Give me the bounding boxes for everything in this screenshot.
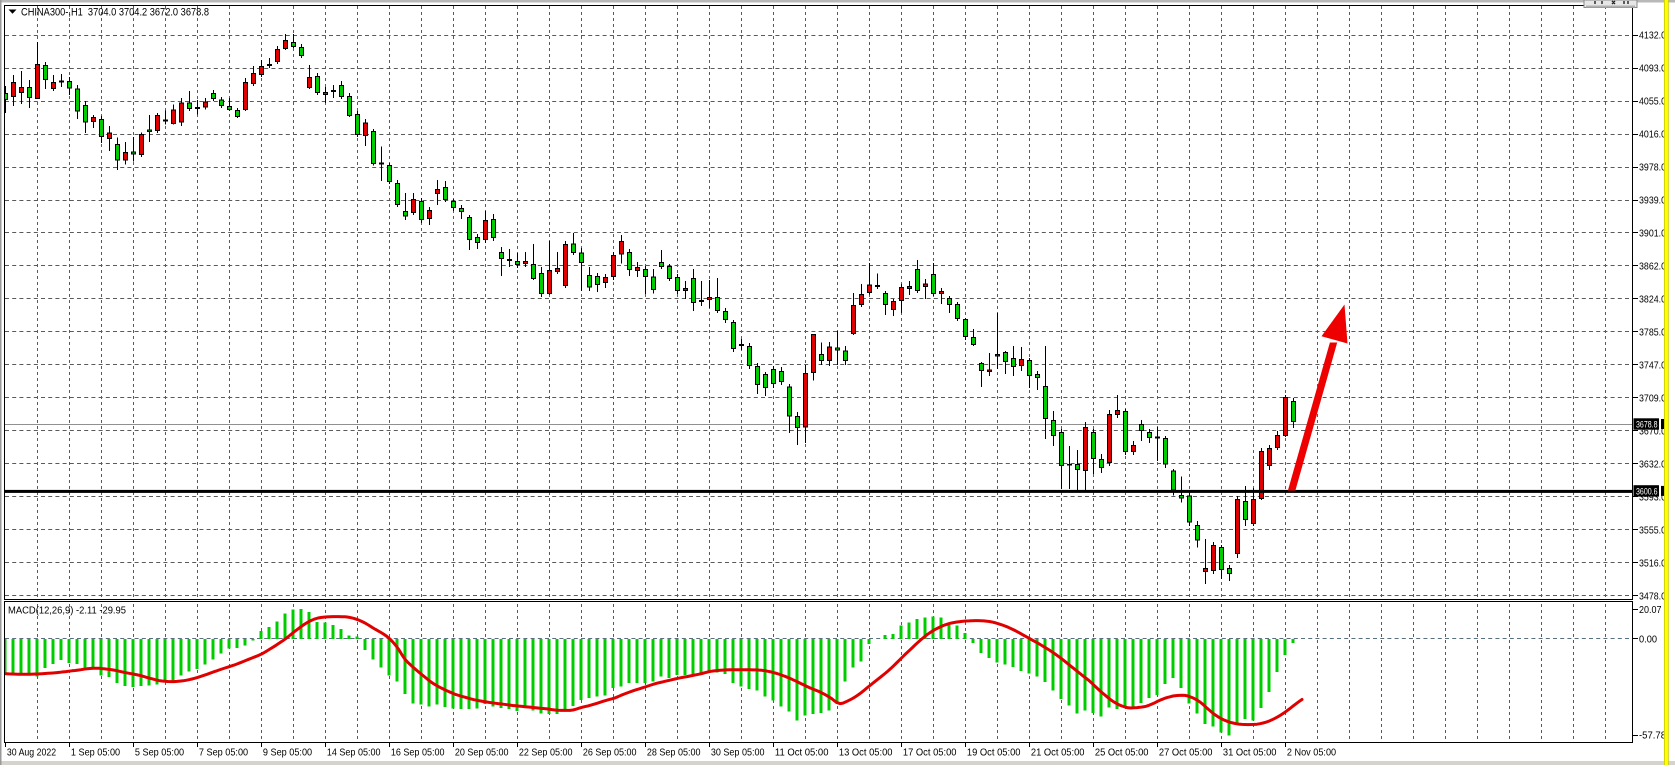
svg-text:4132.0: 4132.0 — [1639, 30, 1666, 42]
svg-text:30 Sep 05:00: 30 Sep 05:00 — [711, 747, 765, 759]
svg-text:30 Aug 2022: 30 Aug 2022 — [7, 747, 56, 759]
svg-text:16 Sep 05:00: 16 Sep 05:00 — [391, 747, 445, 759]
svg-text:3632.0: 3632.0 — [1639, 459, 1666, 471]
svg-text:31 Oct 05:00: 31 Oct 05:00 — [1223, 747, 1277, 759]
svg-text:22 Sep 05:00: 22 Sep 05:00 — [519, 747, 573, 759]
svg-text:26 Sep 05:00: 26 Sep 05:00 — [583, 747, 637, 759]
svg-text:4093.0: 4093.0 — [1639, 63, 1666, 75]
svg-text:7 Sep 05:00: 7 Sep 05:00 — [199, 747, 248, 759]
svg-text:3785.0: 3785.0 — [1639, 327, 1666, 339]
svg-text:19 Oct 05:00: 19 Oct 05:00 — [967, 747, 1021, 759]
svg-text:2 Nov 05:00: 2 Nov 05:00 — [1287, 747, 1336, 759]
svg-text:4016.0: 4016.0 — [1639, 129, 1666, 141]
svg-text:4055.0: 4055.0 — [1639, 96, 1666, 108]
svg-text:3600.6: 3600.6 — [1636, 487, 1658, 498]
svg-text:3862.0: 3862.0 — [1639, 261, 1666, 273]
svg-text:17 Oct 05:00: 17 Oct 05:00 — [903, 747, 957, 759]
svg-text:3901.0: 3901.0 — [1639, 228, 1666, 240]
svg-text:3516.0: 3516.0 — [1639, 557, 1666, 569]
svg-text:3747.0: 3747.0 — [1639, 360, 1666, 372]
svg-text:3939.0: 3939.0 — [1639, 195, 1666, 207]
svg-text:3555.0: 3555.0 — [1639, 524, 1666, 536]
svg-text:27 Oct 05:00: 27 Oct 05:00 — [1159, 747, 1213, 759]
svg-text:13 Oct 05:00: 13 Oct 05:00 — [839, 747, 893, 759]
svg-text:20 Sep 05:00: 20 Sep 05:00 — [455, 747, 509, 759]
svg-text:1 Sep 05:00: 1 Sep 05:00 — [71, 747, 120, 759]
svg-text:CHINA300-,H1 3704.0 3704.2 36: CHINA300-,H1 3704.0 3704.2 3672.0 3678.8 — [21, 7, 209, 19]
svg-text:21 Oct 05:00: 21 Oct 05:00 — [1031, 747, 1085, 759]
svg-text:3824.0: 3824.0 — [1639, 294, 1666, 306]
svg-text:28 Sep 05:00: 28 Sep 05:00 — [647, 747, 701, 759]
svg-text:20.07: 20.07 — [1639, 604, 1662, 616]
svg-text:3478.0: 3478.0 — [1639, 590, 1666, 602]
svg-text:9 Sep 05:00: 9 Sep 05:00 — [263, 747, 312, 759]
svg-text:3978.0: 3978.0 — [1639, 162, 1666, 174]
svg-text:14 Sep 05:00: 14 Sep 05:00 — [327, 747, 381, 759]
svg-text:25 Oct 05:00: 25 Oct 05:00 — [1095, 747, 1149, 759]
svg-text:MACD(12,26,9) -2.11 -29.95: MACD(12,26,9) -2.11 -29.95 — [8, 605, 126, 617]
svg-text:3678.8: 3678.8 — [1636, 420, 1658, 431]
svg-text:0.00: 0.00 — [1639, 633, 1657, 645]
svg-text:3709.0: 3709.0 — [1639, 393, 1666, 405]
svg-text:11 Oct 05:00: 11 Oct 05:00 — [775, 747, 829, 759]
svg-text:5 Sep 05:00: 5 Sep 05:00 — [135, 747, 184, 759]
svg-text:-57.78: -57.78 — [1639, 730, 1666, 742]
